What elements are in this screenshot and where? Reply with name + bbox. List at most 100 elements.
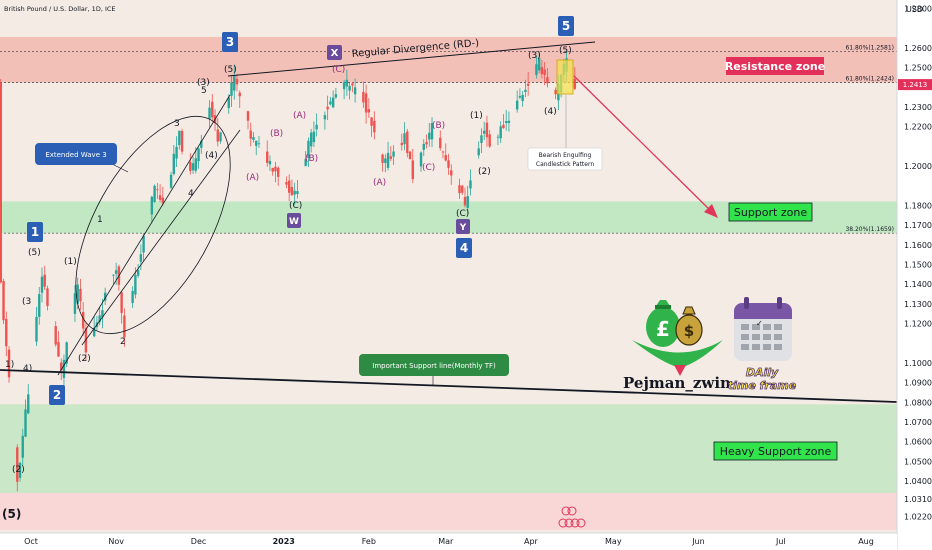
svg-text:2: 2 [53,388,61,402]
candle-body [408,151,412,160]
candle-body [469,180,472,189]
svg-text:£: £ [656,317,670,341]
projection-arrow [573,75,715,215]
brand-name: Pejman_zwin [623,374,731,392]
candle-body [386,152,390,168]
candle-body [136,270,140,276]
candle-body [266,151,269,163]
svg-text:(C): (C) [289,201,302,211]
trend-channel-line-2 [81,129,241,346]
svg-text:(B): (B) [432,121,445,131]
money-bag-icon: £ $ [632,300,723,376]
candle-body [507,120,511,123]
candle-body [249,130,252,139]
candle-body [329,101,332,105]
candle-body [441,151,445,153]
candle-body [485,122,489,138]
wave-box-3: 3 [222,32,238,52]
extended-wave-callout: Extended Wave 3 [35,143,117,165]
candle-body [406,131,409,153]
candle-body [309,132,313,147]
x-tick-label: Jul [775,537,786,546]
candle-body [257,143,261,145]
wave-3-ellipse [75,115,231,335]
candle-body [540,67,544,75]
candle-body [230,82,233,96]
y-tick-label: 1.0800 [904,398,932,407]
y-tick-label: 1.1000 [904,359,932,368]
svg-text:(C): (C) [456,209,469,219]
svg-text:1): 1) [5,360,14,370]
svg-text:5: 5 [562,19,570,33]
candle-body [16,447,19,482]
candle-body [216,129,219,142]
fib-label-0: 61.80%(1.2581) [845,45,894,52]
x-tick-label: Aug [858,537,874,546]
candle-body [439,137,442,149]
candle-body [348,85,351,91]
candle-body [477,148,480,156]
candle-body [364,93,368,113]
y-tick-label: 1.0700 [904,418,932,427]
candle-body [524,89,527,92]
svg-text:(B): (B) [270,129,283,139]
candle-body [120,292,123,313]
candle-body [103,292,107,301]
svg-text:Important Support line(Monthly: Important Support line(Monthly TF) [372,362,496,370]
x-tick-label: Apr [524,537,539,546]
svg-text:(2): (2) [12,465,25,475]
candle-body [425,142,428,145]
candle-body [367,109,371,113]
y-tick-label: 1.2300 [904,103,932,112]
candle-body [381,154,384,163]
svg-text:Resistance zone: Resistance zone [725,60,825,73]
candle-body [2,281,5,321]
candle-body [153,185,156,202]
candle-body [169,174,173,188]
svg-text:(1): (1) [470,111,483,121]
candle-body [370,117,373,126]
candle-body [150,196,154,215]
svg-text:1: 1 [97,215,103,225]
candle-body [84,328,88,353]
svg-text:1.2413: 1.2413 [903,81,928,89]
candle-body [573,78,577,89]
trend-channel-line-1 [57,94,231,376]
price-axis [897,0,932,550]
candle-body [227,97,230,109]
candle-body [255,140,258,146]
candle-body [54,326,57,345]
svg-text:(5): (5) [224,65,237,75]
candle-body [197,148,200,162]
svg-text:(A): (A) [246,173,259,183]
candle-body [81,312,85,329]
candle-body [463,196,467,206]
candle-body [277,167,280,177]
svg-text:(4): (4) [544,107,557,117]
candle-body [5,318,8,347]
svg-text:(C): (C) [332,65,345,75]
candle-body [430,123,434,140]
candle-body [518,96,522,98]
candle-body [38,294,41,317]
candle-body [178,130,181,146]
wave-box-5: 5 [558,16,574,36]
candle-body [189,161,192,171]
candle-body [312,131,316,143]
candle-body [290,187,294,196]
candle-body [123,315,126,338]
y-tick-label: 1.2200 [904,123,932,132]
candle-body [156,189,159,191]
bearish-engulfing-highlight [556,59,574,95]
projection-arrowhead [704,204,718,218]
y-tick-label: 1.1600 [904,241,932,250]
candle-body [392,151,395,157]
candle-body [60,362,63,371]
x-tick-label: 2023 [273,537,295,546]
calendar-icon: ✓ [734,297,792,361]
candle-body [208,107,211,120]
x-tick-label: Nov [108,537,124,546]
wave-box-2: 2 [49,385,65,405]
svg-text:$: $ [684,322,694,340]
